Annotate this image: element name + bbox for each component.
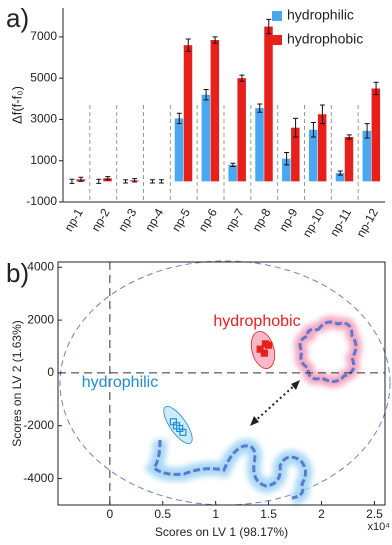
error-bar	[185, 38, 191, 52]
panel-label: a)	[6, 3, 29, 33]
legend-swatch	[272, 35, 282, 45]
error-bar	[132, 178, 138, 183]
bar	[228, 164, 237, 182]
error-bar	[158, 179, 164, 184]
error-bar	[203, 89, 209, 101]
x-tick-label: np-9	[276, 206, 300, 234]
y-tick-label: 2000	[27, 312, 54, 326]
error-bar	[230, 162, 236, 168]
error-bar	[257, 103, 263, 113]
x-tick-label: np-11	[327, 206, 354, 239]
error-bar	[78, 176, 84, 182]
series-label: hydrophobic	[213, 313, 300, 330]
bar	[174, 118, 184, 182]
bar	[344, 136, 354, 182]
x-tick-label: np-6	[196, 206, 220, 234]
point	[256, 345, 264, 353]
error-bar	[319, 104, 325, 125]
error-bar	[346, 134, 352, 140]
x-tick-label: np-3	[115, 206, 139, 234]
x-tick-label: 2	[318, 507, 325, 521]
bar	[237, 78, 246, 182]
x-tick-label: np-7	[223, 206, 247, 234]
y-axis-label: Δf(f-f₀)	[9, 86, 24, 124]
y-tick-label: 7000	[30, 29, 57, 43]
error-bar	[69, 178, 75, 184]
bar	[291, 127, 300, 182]
x-tick-label: 2.5	[366, 507, 383, 521]
x-tick-label: np-1	[62, 206, 86, 234]
bar	[317, 114, 327, 182]
error-bar	[284, 151, 290, 166]
bar	[210, 39, 220, 182]
x-tick-label: np-2	[88, 206, 112, 234]
error-bar	[239, 74, 245, 82]
point	[264, 341, 273, 349]
error-bar	[337, 170, 343, 176]
bar	[308, 129, 318, 182]
bar	[201, 94, 211, 182]
series-label: hydrophilic	[82, 374, 158, 391]
x-tick-label: 0	[107, 507, 114, 521]
error-bar	[373, 81, 379, 96]
y-tick-label: 1000	[30, 153, 57, 167]
panel-label: b)	[6, 258, 29, 288]
x-tick-label: np-12	[353, 206, 381, 240]
x-scale-label: x10⁴	[368, 521, 391, 533]
bar	[255, 108, 264, 182]
error-bar	[96, 178, 102, 184]
y-axis-label: Scores on LV 2 (1.63%)	[10, 320, 24, 447]
y-tick-label: -2000	[23, 418, 54, 432]
x-tick-label: 0.5	[154, 507, 171, 521]
error-bar	[266, 18, 272, 35]
x-tick-label: np-4	[142, 206, 166, 234]
error-bar	[123, 179, 129, 184]
bar	[362, 130, 372, 182]
error-bar	[105, 176, 111, 181]
x-axis-label: Scores on LV 1 (98.17%)	[155, 525, 288, 539]
y-tick-label: 3000	[30, 112, 57, 126]
error-bar	[364, 123, 370, 139]
bar	[183, 45, 193, 182]
point	[260, 349, 268, 357]
legend-swatch	[272, 11, 282, 21]
y-tick-label: 5000	[30, 70, 57, 84]
y-tick-label: -4000	[23, 471, 54, 485]
y-tick-label: 4000	[27, 259, 54, 273]
y-tick-label: -1000	[26, 194, 57, 208]
error-bar	[149, 179, 155, 184]
x-tick-label: np-10	[300, 206, 328, 240]
error-bar	[293, 117, 299, 138]
error-bar	[176, 112, 182, 125]
x-tick-label: 1.5	[260, 507, 277, 521]
x-tick-label: np-5	[169, 206, 193, 234]
x-tick-label: np-8	[249, 206, 273, 234]
bar	[335, 173, 345, 182]
y-tick-label: 0	[47, 365, 54, 379]
legend-label: hydrophilic	[287, 7, 354, 23]
legend-label: hydrophobic	[287, 31, 363, 47]
bar	[371, 88, 381, 182]
point	[179, 428, 187, 436]
plot-frame	[57, 261, 386, 506]
error-bar	[212, 36, 218, 44]
bar	[282, 158, 291, 182]
error-bar	[310, 122, 316, 138]
bar	[264, 26, 273, 182]
x-tick-label: 1	[212, 507, 219, 521]
